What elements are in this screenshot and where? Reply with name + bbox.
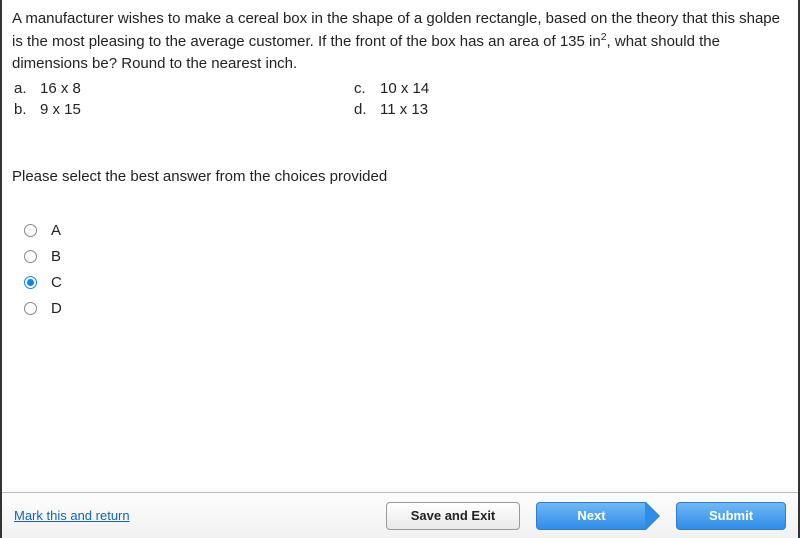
choice-letter: b.: [12, 101, 40, 118]
radio-icon: [24, 250, 37, 263]
radio-label: C: [51, 274, 62, 291]
radio-label: D: [51, 300, 62, 317]
radio-icon: [24, 276, 37, 289]
choice-a: a. 16 x 8: [12, 80, 352, 97]
radio-icon: [24, 224, 37, 237]
save-and-exit-button[interactable]: Save and Exit: [386, 502, 520, 530]
chevron-right-icon: [645, 502, 659, 530]
radio-label: B: [51, 248, 61, 265]
next-button-label: Next: [536, 502, 646, 530]
choice-c: c. 10 x 14: [352, 80, 788, 97]
radio-option-a[interactable]: A: [24, 217, 788, 243]
mark-and-return-link[interactable]: Mark this and return: [14, 508, 130, 523]
radio-icon: [24, 302, 37, 315]
radio-label: A: [51, 222, 61, 239]
radio-option-b[interactable]: B: [24, 243, 788, 269]
next-button[interactable]: Next: [536, 502, 660, 530]
footer-bar: Mark this and return Save and Exit Next …: [2, 492, 798, 538]
choice-value: 16 x 8: [40, 80, 81, 97]
quiz-page: A manufacturer wishes to make a cereal b…: [0, 0, 800, 538]
choice-letter: c.: [352, 80, 380, 97]
choice-letter: d.: [352, 101, 380, 118]
choice-letter: a.: [12, 80, 40, 97]
question-text: A manufacturer wishes to make a cereal b…: [12, 8, 788, 74]
choice-value: 10 x 14: [380, 80, 429, 97]
content-area: A manufacturer wishes to make a cereal b…: [2, 0, 798, 492]
choice-value: 11 x 13: [380, 101, 428, 118]
choice-d: d. 11 x 13: [352, 101, 788, 118]
radio-option-d[interactable]: D: [24, 295, 788, 321]
radio-group: A B C D: [12, 217, 788, 321]
submit-button[interactable]: Submit: [676, 502, 786, 530]
choice-b: b. 9 x 15: [12, 101, 352, 118]
radio-option-c[interactable]: C: [24, 269, 788, 295]
instruction-text: Please select the best answer from the c…: [12, 168, 788, 185]
answer-choices: a. 16 x 8 c. 10 x 14 b. 9 x 15 d. 11 x 1…: [12, 80, 788, 118]
choice-value: 9 x 15: [40, 101, 81, 118]
